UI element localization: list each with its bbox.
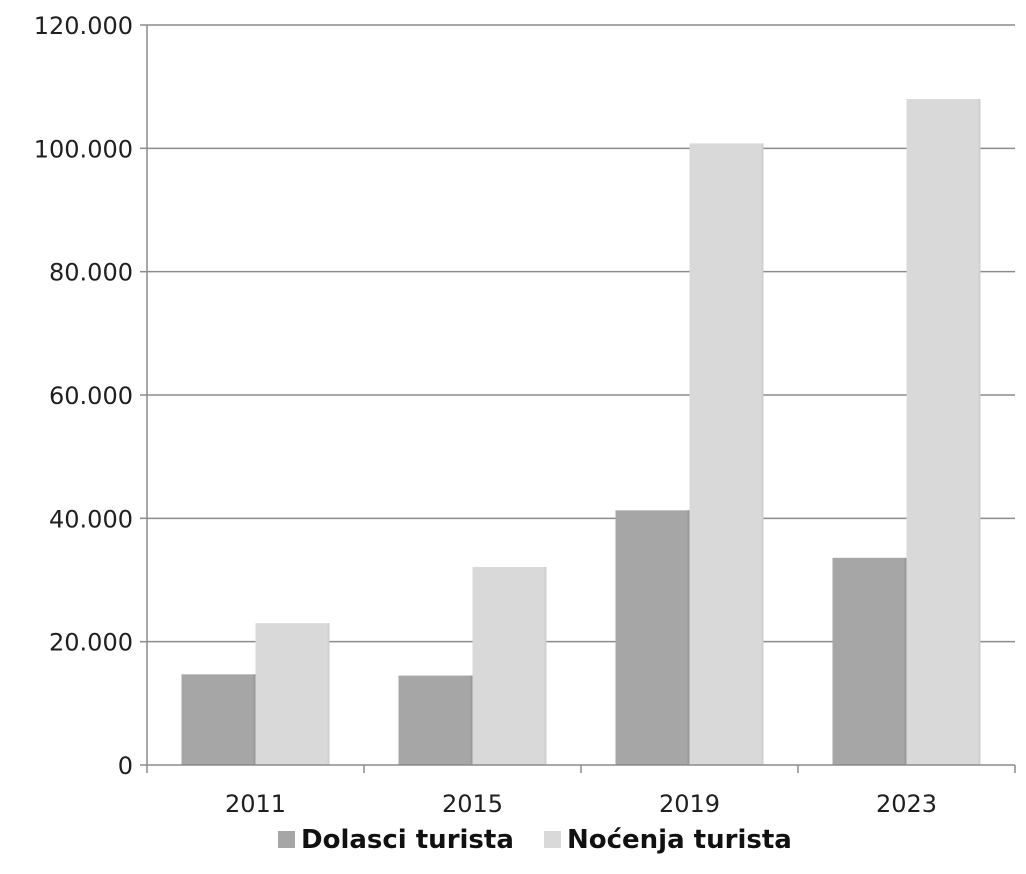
y-tick-label: 120.000 (34, 12, 133, 40)
bar-dolasci-2023 (832, 557, 907, 765)
bar-nocenja-2023 (906, 99, 981, 765)
bar-edge (253, 674, 256, 765)
y-tick-label: 80.000 (49, 259, 133, 287)
y-tick-label: 100.000 (34, 135, 133, 163)
bar-edge (761, 143, 764, 765)
bar-nocenja-2019 (689, 143, 764, 765)
gridlines (147, 24, 1015, 643)
y-tick-label: 0 (118, 752, 133, 780)
axes (140, 24, 1016, 773)
x-tick-labels: 2011 2015 2019 2023 (225, 790, 937, 818)
bar-nocenja-2011 (255, 623, 330, 765)
legend: Dolasci turista Noćenja turista (278, 825, 792, 855)
y-tick-label: 60.000 (49, 382, 133, 410)
legend-label-nocenja: Noćenja turista (567, 825, 792, 855)
bar-edge (904, 557, 907, 765)
bar-edge (327, 623, 330, 765)
bar-edge (470, 675, 473, 765)
y-tick-labels: 0 20.000 40.000 60.000 80.000 100.000 120.000 (34, 12, 133, 780)
legend-label-dolasci: Dolasci turista (301, 825, 514, 855)
y-tick-label: 20.000 (49, 629, 133, 657)
bar-edge (978, 99, 981, 765)
bar-nocenja-2015 (472, 567, 547, 765)
bar-dolasci-2015 (398, 675, 473, 765)
bars (181, 99, 981, 765)
x-tick-label: 2015 (442, 790, 503, 818)
x-tick-label: 2011 (225, 790, 286, 818)
legend-swatch-dolasci (278, 831, 295, 848)
legend-swatch-nocenja (544, 831, 561, 848)
x-tick-label: 2019 (659, 790, 720, 818)
bar-dolasci-2019 (615, 510, 690, 765)
bar-edge (544, 567, 547, 765)
x-tick-label: 2023 (876, 790, 937, 818)
y-tick-label: 40.000 (49, 505, 133, 533)
bar-edge (687, 510, 690, 765)
bar-dolasci-2011 (181, 674, 256, 765)
